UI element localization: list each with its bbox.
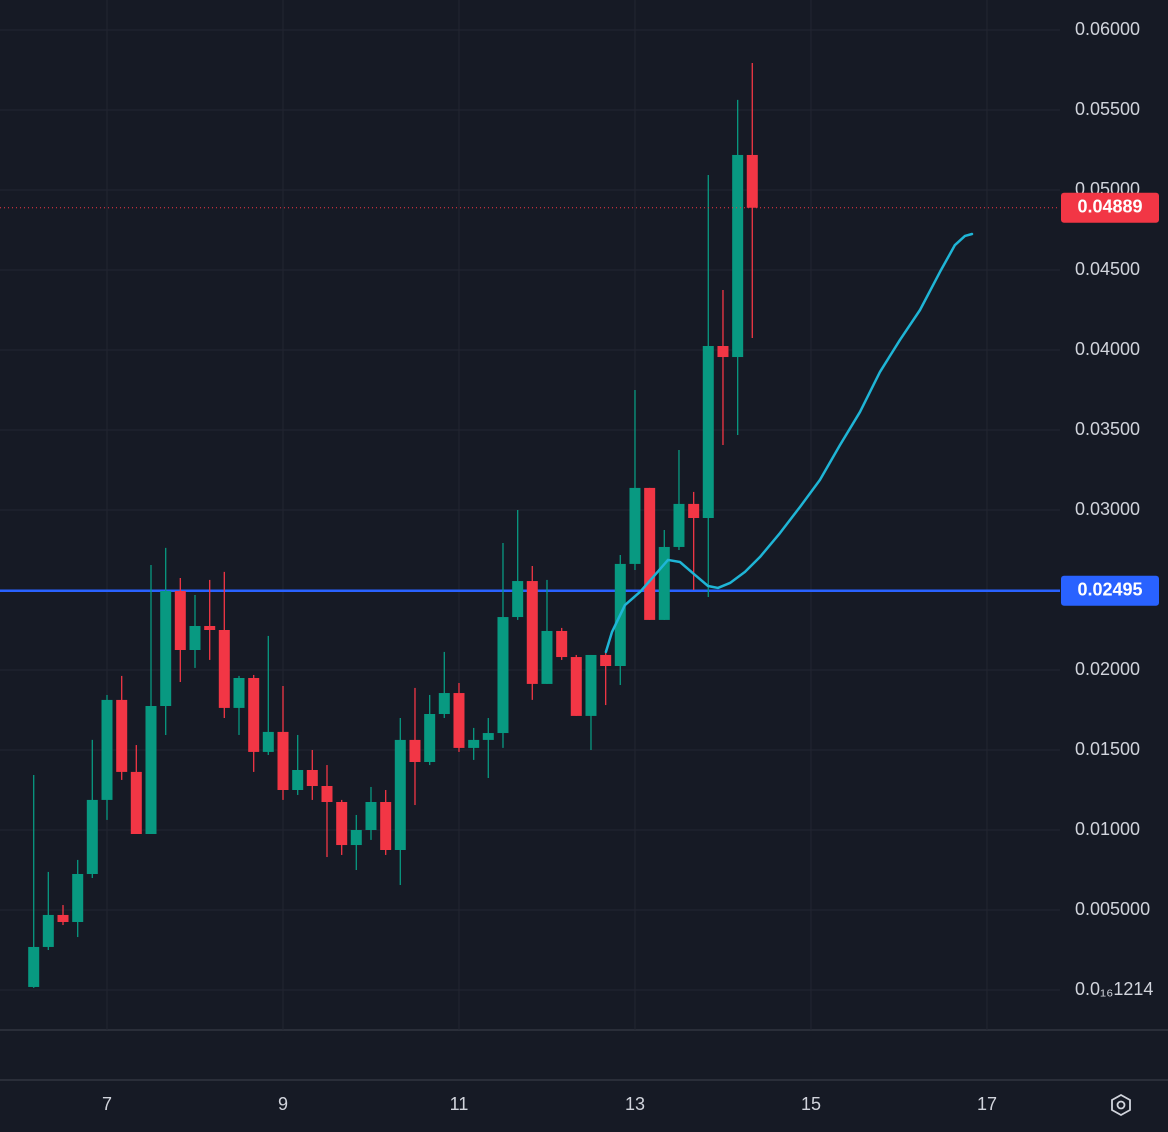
candle-body: [600, 654, 612, 666]
x-tick-label: 15: [801, 1094, 821, 1114]
x-tick-label: 13: [625, 1094, 645, 1114]
y-tick-label: 0.005000: [1075, 899, 1150, 919]
candle-body: [541, 630, 553, 684]
candle-body: [409, 739, 421, 762]
candle-body: [512, 581, 524, 618]
candle-body: [321, 786, 333, 802]
moving-average-line: [604, 232, 974, 654]
candle-body: [717, 346, 729, 358]
y-tick-label: 0.03000: [1075, 499, 1140, 519]
y-tick-label: 0.02000: [1075, 659, 1140, 679]
candle-body: [394, 739, 406, 850]
candle-body: [688, 503, 700, 518]
x-tick-label: 7: [102, 1094, 112, 1114]
candle-body: [248, 678, 260, 752]
candle-body: [526, 581, 538, 684]
last-price-label: 0.04889: [1077, 197, 1142, 217]
candle-body: [365, 802, 377, 830]
last-price-box: [1061, 192, 1159, 223]
level-label-box: [1061, 575, 1159, 606]
y-tick-label: 0.06000: [1075, 19, 1140, 39]
y-tick-label: 0.04500: [1075, 259, 1140, 279]
candle-body: [556, 630, 568, 658]
candle-body: [130, 771, 142, 834]
candle-body: [468, 739, 480, 748]
x-tick-label: 9: [278, 1094, 288, 1114]
y-tick-label: 0.0₁₆1214: [1075, 979, 1153, 999]
candle-body: [306, 770, 318, 786]
candle-body: [673, 503, 685, 547]
candle-body: [482, 733, 494, 740]
candle-body: [292, 770, 304, 790]
candle-body: [174, 590, 186, 650]
candle-body: [732, 154, 744, 358]
candle-body: [702, 346, 714, 518]
candle-body: [570, 657, 582, 716]
candle-body: [629, 487, 641, 564]
y-tick-label: 0.05500: [1075, 99, 1140, 119]
y-tick-label: 0.01500: [1075, 739, 1140, 759]
candle-body: [86, 799, 98, 874]
candle-body: [57, 914, 69, 922]
x-tick-label: 11: [450, 1094, 469, 1114]
candle-body: [350, 830, 362, 846]
candle-body: [72, 874, 84, 922]
candle-body: [189, 626, 201, 650]
candle-body: [658, 546, 670, 620]
candle-body: [160, 590, 172, 706]
settings-dot[interactable]: [1116, 1100, 1126, 1110]
candle-body: [42, 914, 54, 947]
candle-body: [453, 693, 465, 748]
x-tick-label: 17: [977, 1094, 997, 1114]
candle-body: [746, 154, 758, 208]
candle-body: [438, 693, 450, 714]
candle-body: [644, 487, 656, 620]
candle-body: [277, 731, 289, 790]
candle-body: [497, 617, 509, 734]
candle-body: [116, 699, 128, 772]
candle-body: [204, 626, 216, 630]
candle-body: [233, 678, 245, 708]
y-tick-label: 0.04000: [1075, 339, 1140, 359]
candle-body: [424, 714, 436, 762]
settings-icon[interactable]: [1111, 1093, 1131, 1117]
candle-body: [218, 630, 230, 708]
candle-body: [101, 699, 113, 800]
level-label: 0.02495: [1077, 580, 1142, 600]
candle-body: [145, 706, 157, 834]
candle-body: [28, 946, 40, 987]
candle-body: [380, 802, 392, 850]
candle-body: [585, 654, 597, 716]
settings-hexagon[interactable]: [1111, 1093, 1131, 1117]
candle-body: [336, 802, 348, 846]
y-tick-label: 0.01000: [1075, 819, 1140, 839]
candle-body: [262, 731, 274, 752]
y-tick-label: 0.03500: [1075, 419, 1140, 439]
